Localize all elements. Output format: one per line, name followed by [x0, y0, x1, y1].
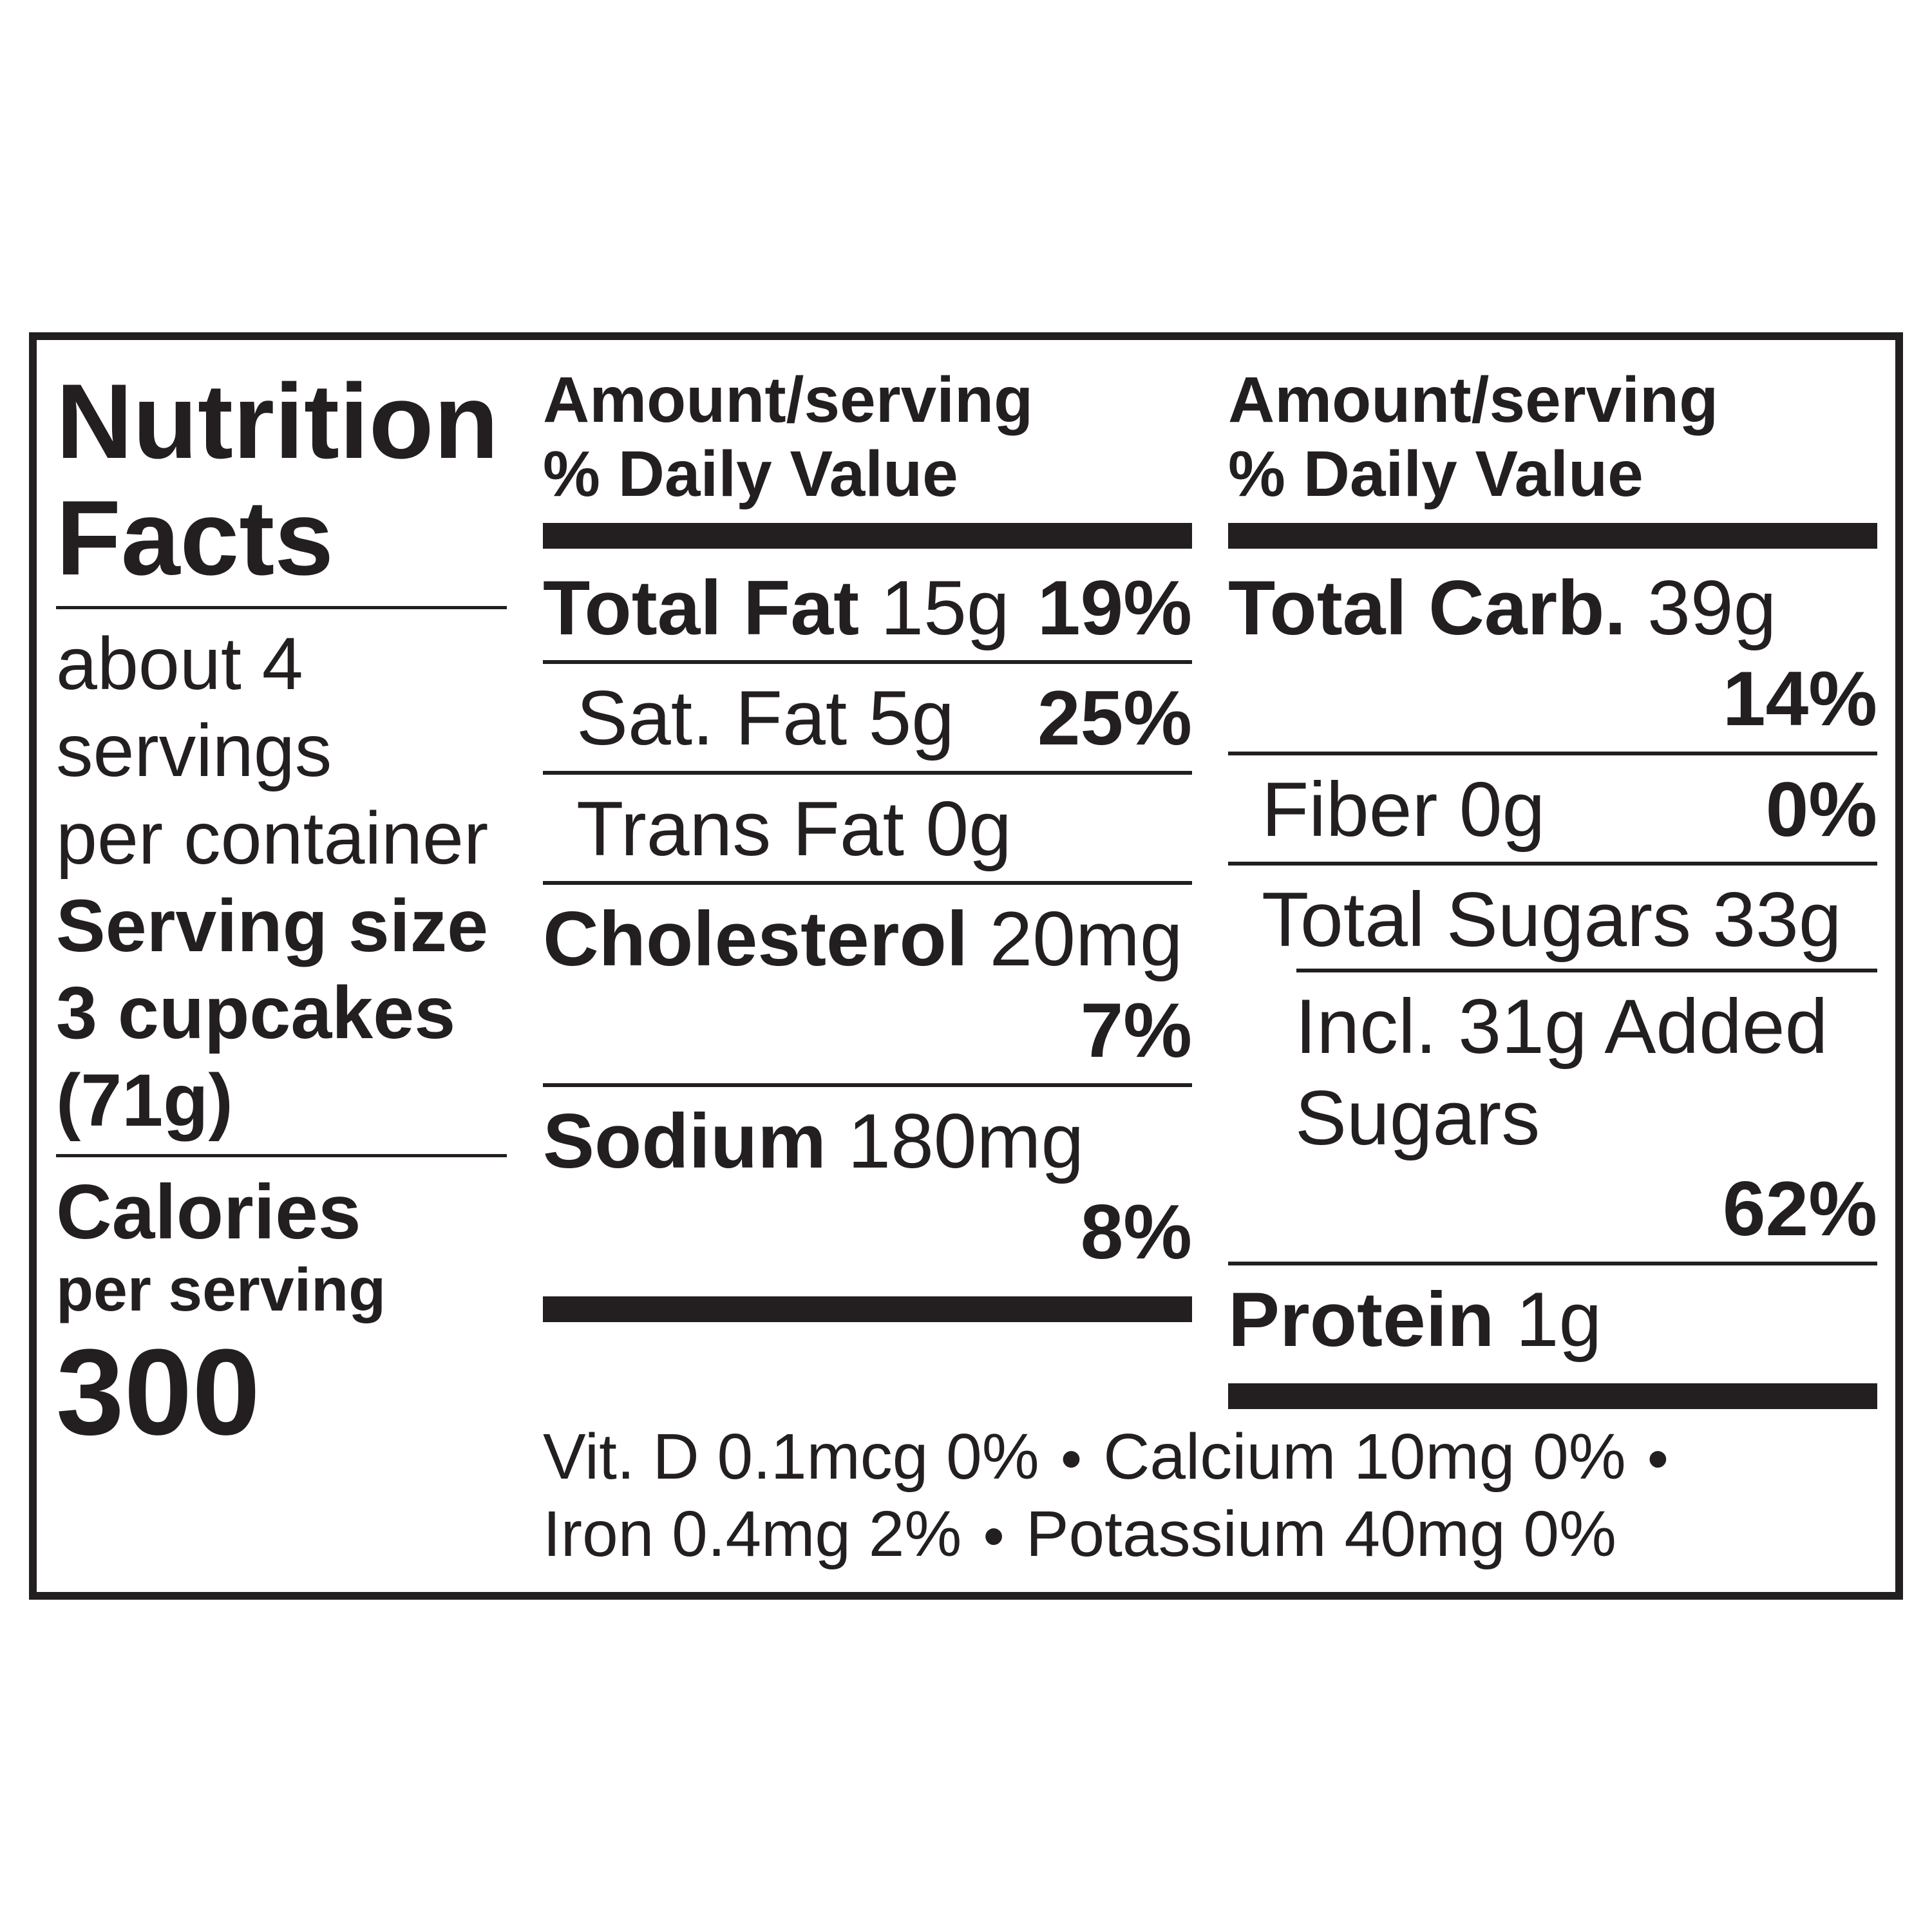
total-carb-label: Total Carb. [1228, 564, 1626, 651]
sodium-label: Sodium [543, 1097, 826, 1184]
column-header: Amount/serving % Daily Value [543, 363, 1192, 511]
calories-block: Calories per serving 300 [56, 1169, 507, 1461]
total-fat-dv: 19% [1037, 564, 1192, 651]
serving-size-label: Serving size [56, 884, 489, 967]
col2-thick-bar-top [1228, 522, 1877, 549]
trans-fat-text: Trans Fat 0g [576, 785, 1012, 872]
nutrient-row-cholesterol: Cholesterol 20mg 7% [543, 885, 1192, 1087]
total-sugars-text: Total Sugars 33g [1262, 876, 1842, 963]
potassium: Potassium 40mg 0% [1025, 1498, 1616, 1571]
sodium-amount: 180mg [848, 1097, 1084, 1184]
calories-label: Calories [56, 1168, 361, 1255]
bullet-separator: • [983, 1504, 1004, 1569]
left-panel: Nutrition Facts about 4 servings per con… [56, 363, 507, 1573]
column-header: Amount/serving % Daily Value [1228, 363, 1877, 511]
nutrition-facts-label: Nutrition Facts about 4 servings per con… [29, 332, 1903, 1600]
calcium: Calcium 10mg 0% [1103, 1421, 1626, 1493]
sat-fat-text: Sat. Fat 5g [576, 675, 954, 762]
calories-sublabel: per serving [56, 1256, 386, 1325]
col1-thick-bar-top [543, 522, 1192, 549]
cholesterol-label: Cholesterol [543, 896, 969, 983]
vitamin-d: Vit. D 0.1mcg 0% [543, 1421, 1039, 1493]
total-carb-dv: 14% [1722, 656, 1877, 743]
cholesterol-amount: 20mg [989, 896, 1183, 983]
col2-thick-bar-bottom [1228, 1383, 1877, 1410]
nutrient-row-protein: Protein 1g [1228, 1265, 1877, 1372]
title-line-2: Facts [56, 478, 334, 598]
col1-thick-bar-bottom [543, 1296, 1192, 1322]
calories-value: 300 [56, 1324, 261, 1461]
title-rule [56, 605, 507, 609]
nutrient-row-added-sugars: Incl. 31g Added Sugars 62% [1228, 972, 1877, 1265]
bullet-separator: • [1061, 1427, 1082, 1492]
protein-label: Protein [1228, 1276, 1495, 1363]
servings-per-container-line-2: per container [56, 797, 489, 880]
col1-header-dv: % Daily Value [543, 437, 958, 510]
col2-header-dv: % Daily Value [1228, 437, 1643, 510]
nutrients-panel: Amount/serving % Daily Value Total Fat 1… [543, 363, 1877, 1573]
fiber-dv: 0% [1765, 766, 1877, 853]
micronutrient-footer: Vit. D 0.1mcg 0% • Calcium 10mg 0% • Iro… [543, 1414, 1877, 1573]
bullet-separator: • [1647, 1427, 1669, 1492]
cholesterol-dv: 7% [1080, 987, 1192, 1074]
added-sugars-text: Incl. 31g Added Sugars [1295, 983, 1828, 1161]
sat-fat-dv: 25% [1037, 675, 1192, 762]
fiber-text: Fiber 0g [1262, 766, 1546, 853]
sodium-dv: 8% [1080, 1189, 1192, 1276]
nutrient-row-total-carb: Total Carb. 39g 14% [1228, 554, 1877, 755]
nutrient-row-total-sugars: Total Sugars 33g [1228, 866, 1877, 972]
protein-amount: 1g [1515, 1276, 1602, 1363]
total-fat-label: Total Fat [543, 564, 860, 651]
nutrient-row-total-fat: Total Fat 15g 19% [543, 554, 1192, 665]
nutrient-row-sodium: Sodium 180mg 8% [543, 1087, 1192, 1285]
col1-header-amount: Amount/serving [543, 363, 1034, 436]
col2-header-amount: Amount/serving [1228, 363, 1719, 436]
nutrient-column-1: Amount/serving % Daily Value Total Fat 1… [543, 363, 1192, 1415]
serving-size-value: 3 cupcakes (71g) [56, 972, 456, 1142]
nutrient-row-fiber: Fiber 0g 0% [1228, 755, 1877, 866]
added-sugars-dv: 62% [1722, 1166, 1877, 1253]
total-carb-amount: 39g [1647, 564, 1777, 651]
nutrient-column-2: Amount/serving % Daily Value Total Carb.… [1228, 363, 1877, 1415]
iron: Iron 0.4mg 2% [543, 1498, 962, 1571]
title-line-1: Nutrition [56, 361, 499, 480]
nutrient-row-sat-fat: Sat. Fat 5g 25% [543, 664, 1192, 775]
total-fat-amount: 15g [880, 564, 1010, 651]
servings-per-container-line-1: about 4 servings [56, 622, 332, 793]
nutrient-row-trans-fat: Trans Fat 0g [543, 775, 1192, 886]
serving-rule [56, 1153, 507, 1157]
